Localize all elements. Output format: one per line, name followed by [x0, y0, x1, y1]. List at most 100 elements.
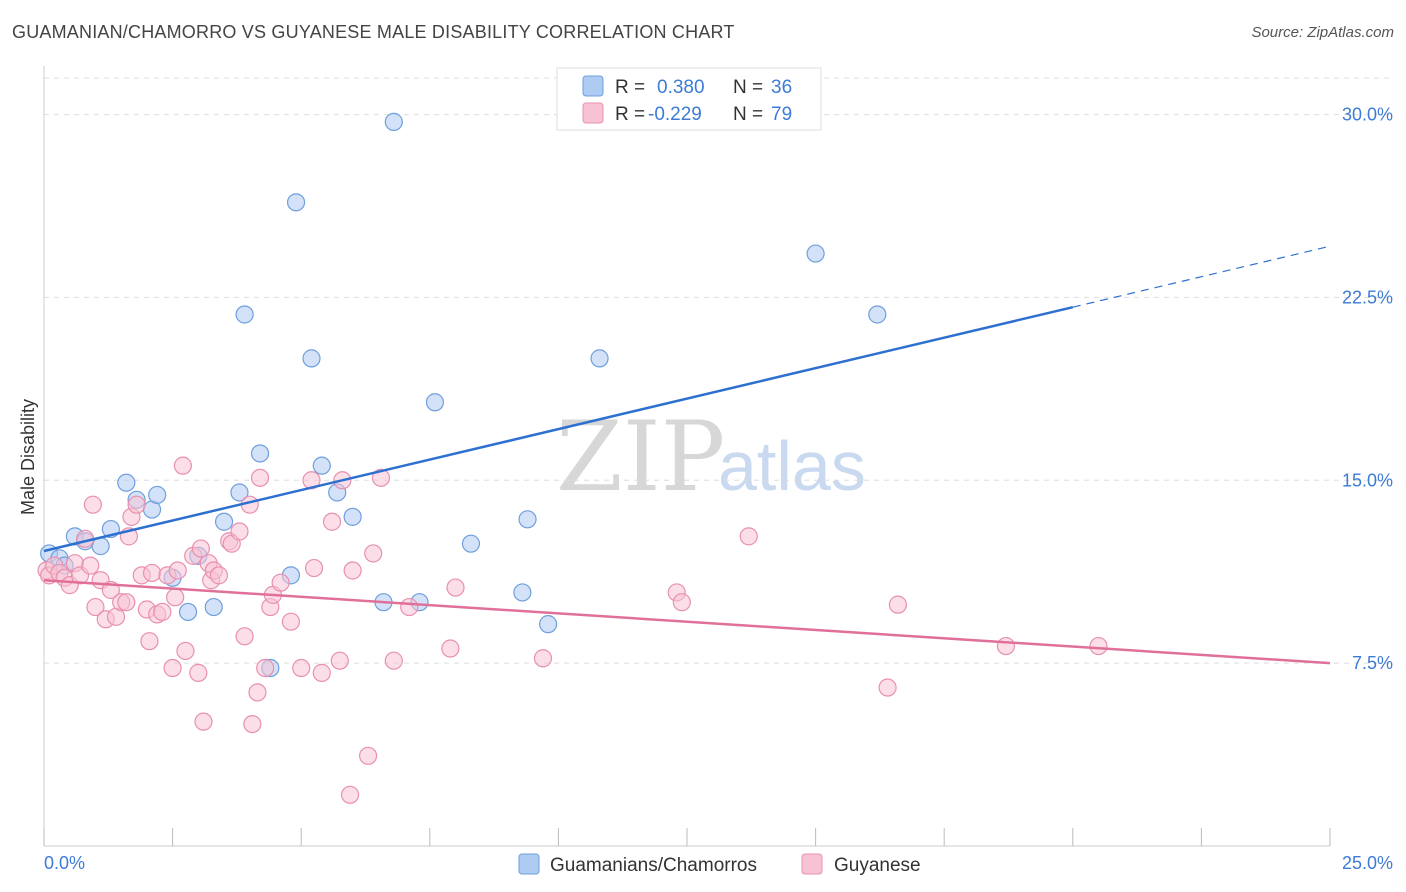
bottom-legend: Guamanians/Chamorros Guyanese: [518, 853, 921, 876]
point-guyanese: [364, 544, 383, 563]
legend-n-value-1: 36: [771, 77, 792, 98]
point-guamanian: [235, 305, 254, 324]
point-guyanese: [533, 649, 553, 668]
legend-n-value-2: 79: [771, 104, 792, 125]
legend-n-label-1: N =: [733, 77, 763, 98]
point-guyanese: [312, 663, 331, 682]
point-guyanese: [189, 663, 208, 682]
point-guyanese: [81, 556, 100, 575]
watermark-atlas: atlas: [718, 427, 866, 505]
point-guyanese: [209, 566, 228, 585]
point-guyanese: [153, 602, 172, 622]
point-guyanese: [86, 597, 105, 617]
point-guamanian: [539, 615, 558, 634]
point-guyanese: [83, 495, 102, 514]
point-guamanian: [425, 393, 445, 412]
x-tick-label-min: 0.0%: [44, 853, 85, 873]
point-guyanese: [176, 641, 195, 661]
watermark-zip: ZIP: [556, 401, 725, 513]
point-guyanese: [194, 712, 213, 731]
point-guyanese: [739, 527, 758, 546]
point-guyanese: [340, 785, 360, 804]
point-guyanese: [142, 563, 162, 583]
point-guyanese: [304, 558, 324, 578]
point-guyanese: [163, 658, 182, 678]
trend-lines: [43, 245, 1331, 665]
bottom-legend-label-pink: Guyanese: [834, 855, 921, 876]
point-guyanese: [230, 522, 249, 541]
point-guyanese: [250, 468, 270, 487]
point-guyanese: [672, 593, 691, 612]
point-guyanese: [322, 512, 342, 531]
point-guamanian: [343, 507, 362, 526]
point-guamanian: [513, 583, 532, 602]
point-guyanese: [281, 612, 301, 631]
point-guamanian: [148, 485, 167, 505]
point-guyanese: [358, 746, 378, 765]
point-guyanese: [292, 658, 311, 678]
legend-r-value-1: 0.380: [657, 77, 705, 98]
point-guyanese: [400, 597, 419, 617]
point-guamanian: [286, 193, 306, 212]
trend-line-guamanian: [43, 305, 1074, 553]
point-guamanian: [384, 112, 403, 131]
grid: [44, 77, 1393, 664]
point-guyanese: [117, 593, 136, 612]
point-guyanese: [371, 468, 391, 487]
point-guamanian: [214, 512, 234, 531]
point-guyanese: [446, 578, 465, 597]
point-guamanian: [518, 510, 537, 529]
point-guyanese: [996, 636, 1016, 656]
point-guyanese: [888, 595, 908, 614]
point-guyanese: [441, 639, 460, 658]
point-guyanese: [384, 651, 403, 670]
y-tick-label: 7.5%: [1352, 653, 1393, 673]
point-guyanese: [235, 627, 254, 646]
point-guyanese: [173, 456, 192, 475]
point-guamanian: [590, 349, 609, 368]
legend-swatch-blue: [582, 75, 604, 97]
legend-r-label-2: R =: [615, 104, 645, 125]
y-axis-title: Male Disability: [18, 399, 38, 515]
axes: 7.5% 15.0% 22.5% 30.0%: [43, 66, 1393, 847]
point-guyanese: [878, 678, 897, 697]
chart-title: GUAMANIAN/CHAMORRO VS GUYANESE MALE DISA…: [12, 22, 735, 42]
bottom-legend-swatch-blue: [518, 853, 540, 875]
legend-swatch-pink: [582, 102, 604, 124]
point-guyanese: [168, 561, 187, 580]
point-guyanese: [343, 561, 362, 580]
point-guamanian: [461, 534, 481, 553]
x-tick-label-max: 25.0%: [1342, 853, 1393, 873]
point-guyanese: [191, 539, 210, 558]
point-guamanian: [230, 483, 249, 502]
point-guyanese: [1089, 636, 1108, 656]
point-guyanese: [330, 651, 349, 670]
point-guamanian: [806, 244, 825, 263]
legend-r-value-2: -0.229: [648, 104, 702, 125]
point-guamanian: [312, 456, 331, 475]
y-tick-label: 30.0%: [1342, 105, 1393, 125]
chart-source: Source: ZipAtlas.com: [1251, 24, 1394, 41]
point-guamanian: [117, 473, 136, 492]
trend-line-guyanese: [43, 579, 1331, 665]
legend: R = 0.380 N = 36 R = -0.229 N = 79: [556, 67, 822, 131]
point-guyanese: [127, 495, 146, 514]
legend-n-label-2: N =: [733, 104, 763, 125]
point-guyanese: [166, 588, 185, 607]
point-guamanian: [868, 305, 887, 324]
point-guamanian: [204, 597, 223, 617]
point-guyanese: [248, 683, 267, 702]
bottom-legend-swatch-pink: [801, 853, 823, 875]
y-tick-label: 22.5%: [1342, 287, 1393, 307]
point-guamanian: [250, 444, 270, 463]
point-guyanese: [140, 632, 159, 651]
point-guyanese: [243, 714, 262, 734]
y-tick-label: 15.0%: [1342, 470, 1393, 490]
data-points: [37, 112, 1108, 804]
point-guamanian: [178, 602, 198, 622]
point-guamanian: [302, 349, 321, 368]
trend-line-guamanian-extension: [1072, 245, 1331, 308]
point-guyanese: [271, 573, 290, 592]
point-guyanese: [256, 658, 275, 678]
